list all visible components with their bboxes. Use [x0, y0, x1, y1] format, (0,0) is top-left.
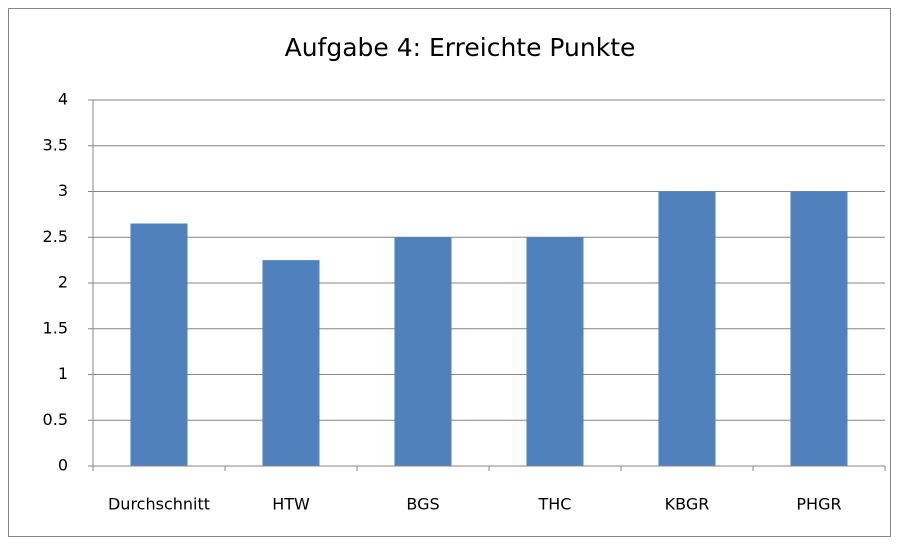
y-tick-label: 2.5: [43, 227, 68, 246]
y-tick-label: 3: [58, 181, 68, 200]
bar: [394, 237, 452, 466]
y-tick-label: 1.5: [43, 318, 68, 337]
x-tick-label: BGS: [406, 495, 439, 514]
x-tick-label: THC: [538, 495, 572, 514]
x-tick-label: HTW: [272, 495, 310, 514]
bar: [526, 237, 584, 466]
bar: [790, 191, 848, 466]
x-tick-label: KBGR: [665, 495, 710, 514]
bar: [130, 223, 188, 466]
chart-title: Aufgabe 4: Erreichte Punkte: [285, 33, 636, 62]
y-tick-label: 1: [58, 364, 68, 383]
y-tick-label: 3.5: [43, 135, 68, 154]
bar: [658, 191, 716, 466]
x-tick-label: Durchschnitt: [108, 495, 210, 514]
x-tick-label: PHGR: [796, 495, 841, 514]
bar: [262, 260, 320, 466]
y-tick-label: 0.5: [43, 410, 68, 429]
y-tick-label: 4: [58, 90, 68, 109]
y-tick-label: 0: [58, 456, 68, 475]
y-tick-label: 2: [58, 273, 68, 292]
